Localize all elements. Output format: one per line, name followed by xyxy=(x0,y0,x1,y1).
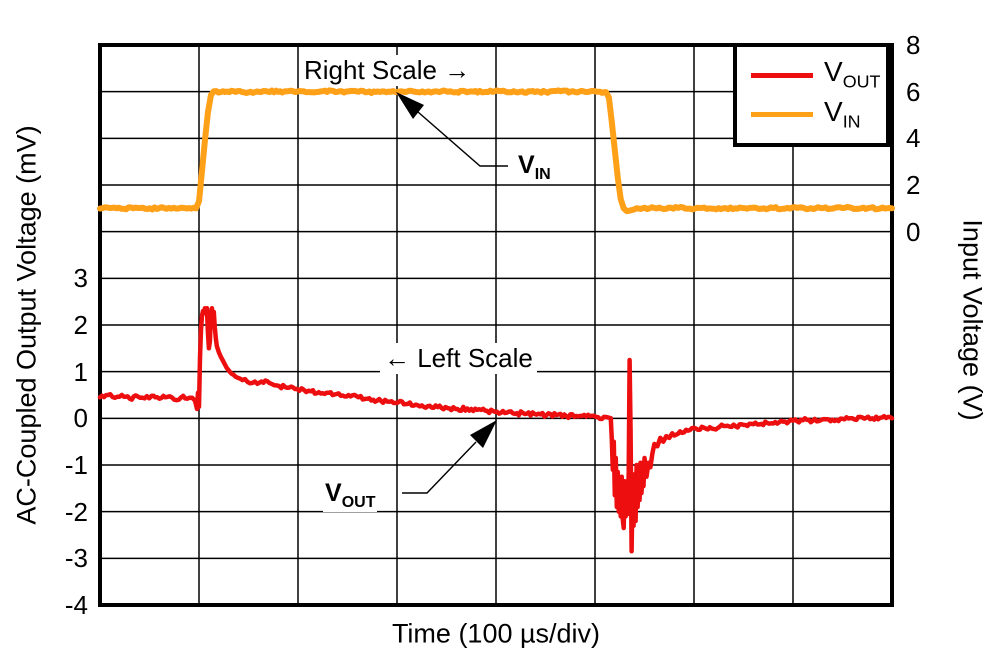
right-tick-label: 2 xyxy=(906,170,921,200)
vin-swatch xyxy=(751,112,813,118)
right-axis-title: Input Voltage (V) xyxy=(957,219,988,421)
left-tick-label: -3 xyxy=(64,543,88,574)
left-tick-label: 3 xyxy=(73,263,88,294)
legend: VOUT VIN xyxy=(733,43,890,147)
plot-frame xyxy=(98,43,894,607)
left-tick-label: -1 xyxy=(64,450,88,480)
left-tick-label: 0 xyxy=(73,403,88,434)
x-axis-title: Time (100 µs/div) xyxy=(391,618,601,649)
vin-callout-label: VIN xyxy=(516,151,553,184)
legend-item-vout: VOUT xyxy=(751,58,886,92)
vin-trace xyxy=(97,87,895,215)
right-scale-annotation: Right Scale → xyxy=(300,55,475,86)
vin-legend-label: VIN xyxy=(824,96,861,132)
vout-trace xyxy=(97,305,895,554)
vout-swatch xyxy=(751,72,813,78)
left-tick-label: -4 xyxy=(64,590,88,620)
legend-item-vin: VIN xyxy=(751,98,886,132)
left-tick-label: -2 xyxy=(64,496,88,527)
right-tick-label: 4 xyxy=(906,123,921,154)
left-tick-label: 1 xyxy=(73,356,88,387)
right-tick-label: 6 xyxy=(906,76,921,107)
left-scale-annotation: ← Left Scale xyxy=(380,343,537,374)
vout-callout-arrow xyxy=(402,420,497,494)
vin-callout-arrow xyxy=(396,92,508,167)
left-tick-label: 2 xyxy=(73,310,88,340)
right-tick-label: 8 xyxy=(906,30,921,60)
left-axis-title: AC-Coupled Output Voltage (mV) xyxy=(11,125,42,525)
vout-legend-label: VOUT xyxy=(824,56,881,93)
vout-callout-label: VOUT xyxy=(323,479,378,512)
right-tick-label: 0 xyxy=(906,216,921,247)
